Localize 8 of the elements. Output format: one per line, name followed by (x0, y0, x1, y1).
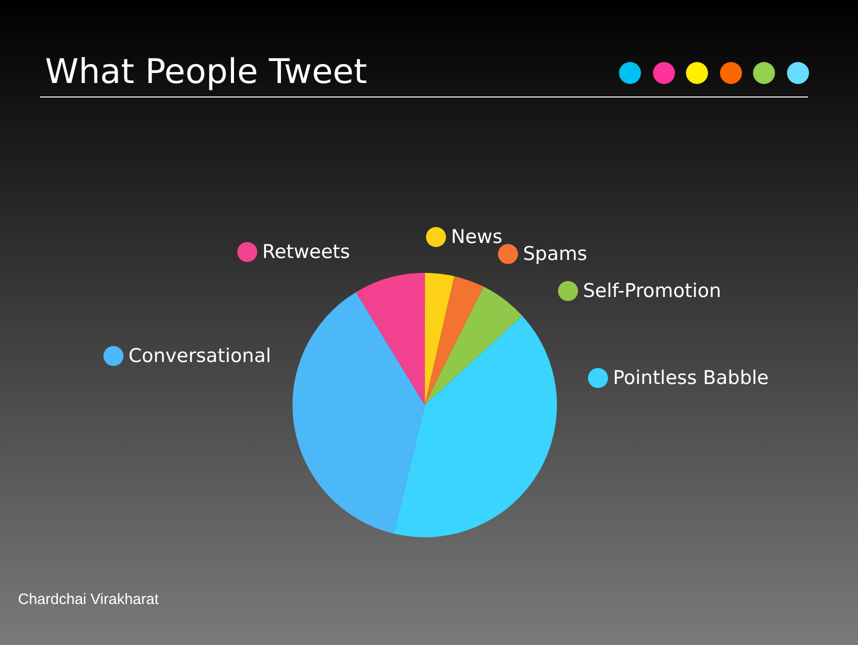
chart-title: What People Tweet (45, 52, 368, 92)
legend-label: Retweets (262, 241, 350, 263)
legend-label: News (451, 226, 502, 248)
legend-label: Self-Promotion (583, 280, 722, 302)
legend-label: Spams (523, 243, 588, 265)
text: Chardchai Virakharat (18, 591, 160, 608)
legend-label: Pointless Babble (613, 367, 769, 389)
legend-label: Conversational (128, 345, 272, 367)
